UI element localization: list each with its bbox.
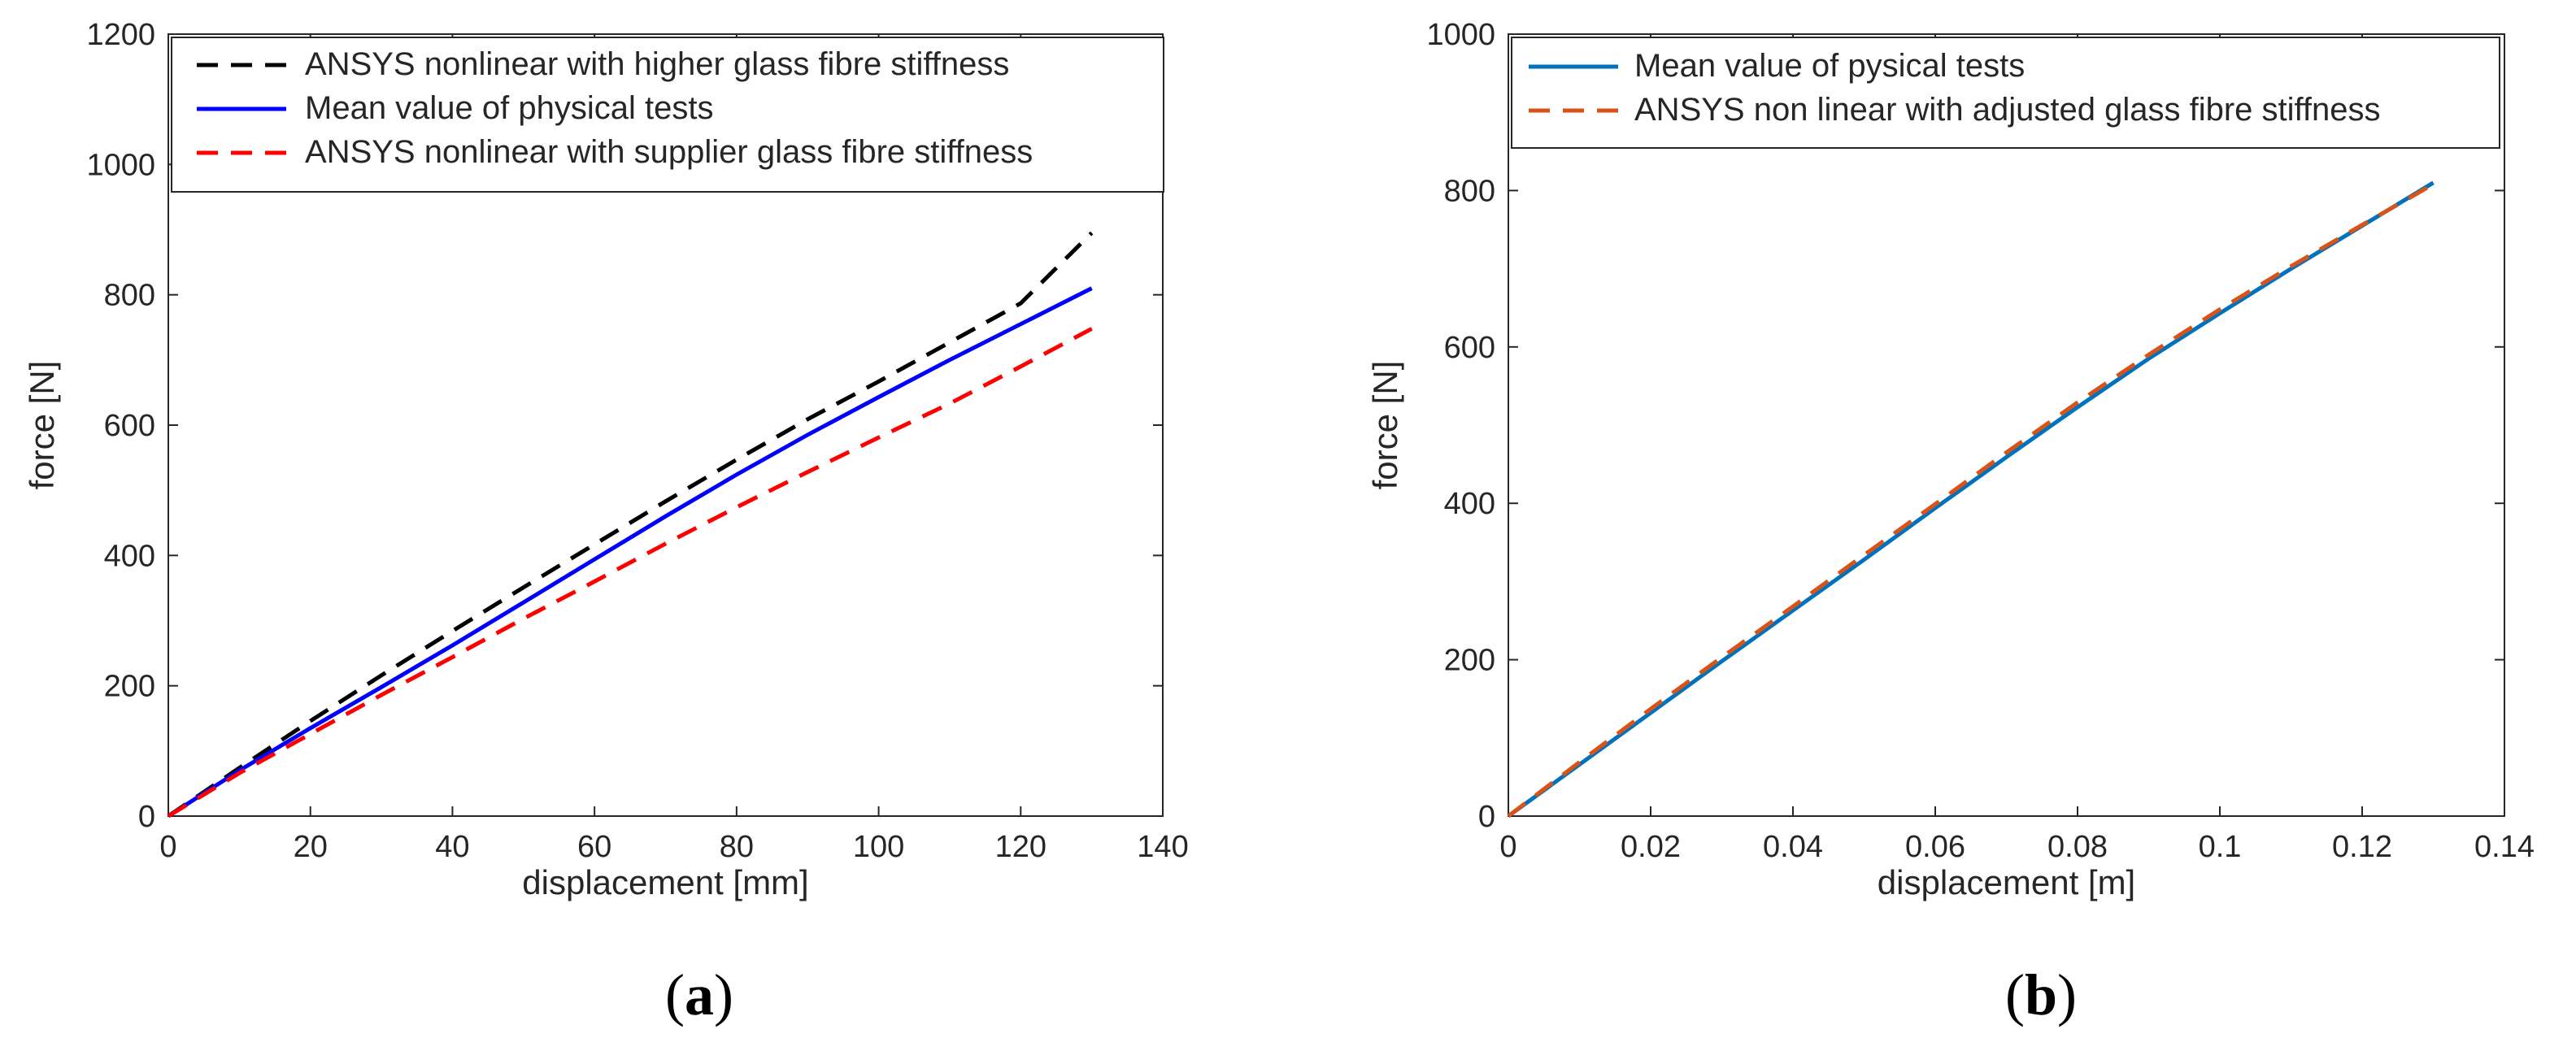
y-axis-label: force [N] bbox=[23, 361, 61, 490]
legend: Mean value of pysical tests ANSYS non lin… bbox=[1511, 37, 2500, 149]
x-tick-label: 0.1 bbox=[2199, 830, 2242, 864]
x-tick-label: 0 bbox=[159, 830, 176, 864]
panel-label: (b) bbox=[2005, 962, 2077, 1027]
x-axis-label: displacement [m] bbox=[1878, 863, 2135, 901]
y-tick-label: 1000 bbox=[1426, 18, 1495, 52]
y-tick-label: 600 bbox=[1444, 331, 1495, 365]
x-tick-label: 40 bbox=[435, 830, 469, 864]
y-tick-label: 600 bbox=[104, 409, 155, 443]
x-tick-label: 60 bbox=[577, 830, 611, 864]
y-tick-label: 200 bbox=[1444, 644, 1495, 678]
x-tick-label: 0.08 bbox=[2047, 830, 2108, 864]
y-axis-label: force [N] bbox=[1366, 361, 1404, 490]
y-tick-label: 1000 bbox=[86, 148, 155, 182]
series-line-3 bbox=[167, 327, 1093, 819]
x-tick-label: 0.14 bbox=[2474, 830, 2535, 864]
legend: ANSYS nonlinear with higher glass fibre … bbox=[171, 37, 1164, 193]
x-tick-label: 80 bbox=[720, 830, 754, 864]
x-tick-label: 100 bbox=[853, 830, 904, 864]
series-line-1 bbox=[1507, 180, 2435, 819]
y-tick-label: 400 bbox=[1444, 487, 1495, 521]
x-tick-label: 120 bbox=[995, 830, 1046, 864]
legend-label-1: Mean value of pysical tests bbox=[1634, 48, 2025, 84]
y-tick-label: 0 bbox=[138, 800, 155, 834]
y-tick-label: 1200 bbox=[86, 18, 155, 52]
series-line-2 bbox=[1507, 182, 2435, 818]
x-tick-label: 0.04 bbox=[1763, 830, 1823, 864]
legend-label-1: ANSYS nonlinear with higher glass fibre … bbox=[305, 46, 1009, 82]
legend-box bbox=[171, 37, 1164, 193]
legend-label-2: Mean value of physical tests bbox=[305, 90, 713, 126]
x-tick-label: 0.06 bbox=[1905, 830, 1965, 864]
x-tick-label: 0.12 bbox=[2332, 830, 2392, 864]
y-tick-label: 800 bbox=[104, 279, 155, 313]
x-tick-label: 140 bbox=[1137, 830, 1188, 864]
x-tick-label: 0 bbox=[1499, 830, 1516, 864]
y-tick-label: 800 bbox=[1444, 174, 1495, 208]
series-line-1 bbox=[167, 231, 1094, 819]
y-tick-label: 200 bbox=[104, 670, 155, 704]
plot-area bbox=[1508, 33, 2505, 817]
y-tick-label: 0 bbox=[1478, 800, 1495, 834]
x-tick-label: 0.02 bbox=[1621, 830, 1681, 864]
x-axis-label: displacement [mm] bbox=[522, 863, 808, 901]
series-line-2 bbox=[167, 286, 1093, 819]
panel-label: (a) bbox=[665, 962, 733, 1027]
legend-label-3: ANSYS nonlinear with supplier glass fibr… bbox=[305, 134, 1033, 170]
x-tick-label: 20 bbox=[294, 830, 328, 864]
chart-panel-b: 0 0.02 0.04 0.06 0.08 0.1 0.12 0.14 0 200 400 600 80… bbox=[1366, 18, 2535, 1027]
y-tick-label: 400 bbox=[104, 539, 155, 573]
chart-panel-a: 0 20 40 60 80 100 120 140 0 200 400 600 800 1000 1200 d… bbox=[23, 18, 1189, 1027]
legend-label-2: ANSYS non linear with adjusted glass fib… bbox=[1634, 92, 2381, 128]
legend-box bbox=[1511, 37, 2500, 149]
